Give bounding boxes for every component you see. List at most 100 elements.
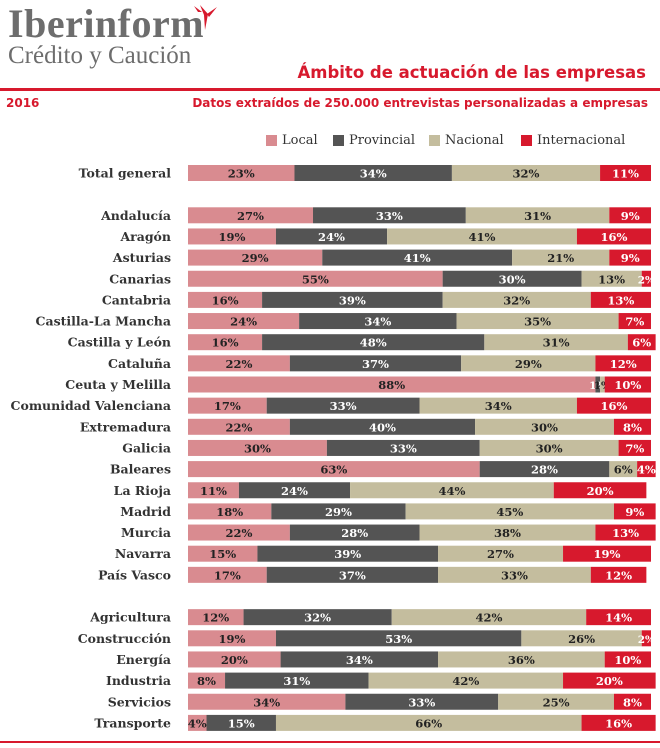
bar-cataluna-internacional [595,355,651,372]
value-label-canarias-nacional: 13% [598,272,625,286]
legend-swatch-provincial [333,135,344,146]
bar-extremadura-nacional [475,418,614,435]
bar-total-general-internacional [600,165,651,181]
value-label-castilla-y-leon-provincial: 48% [360,336,387,350]
value-label-castilla-la-mancha-internacional: 7% [625,315,644,329]
bar-cantabria-provincial [262,291,443,308]
bar-castilla-y-leon-provincial [262,334,485,351]
footer-rule [0,741,660,743]
bar-navarra-nacional [438,545,564,562]
bar-asturias-internacional [609,249,651,266]
value-label-aragon-internacional: 16% [600,230,627,244]
value-label-ceuta-y-melilla-internacional: 10% [614,378,641,392]
bar-extremadura-local [188,418,290,435]
bar-navarra-local [188,545,258,562]
bar-asturias-nacional [512,249,610,266]
bar-castilla-la-mancha-nacional [456,313,619,330]
value-label-canarias-internacional: 2% [638,274,655,286]
bar-madrid-internacional [613,503,656,520]
value-label-asturias-nacional: 21% [547,251,574,265]
value-label-cantabria-nacional: 32% [503,293,530,307]
bar-servicios-local [188,693,346,710]
value-label-servicios-provincial: 33% [408,695,435,709]
value-label-cataluna-provincial: 37% [362,357,389,371]
bar-aragon-local [188,228,276,245]
bar-agricultura-internacional [586,609,651,626]
bar-la-rioja-local [188,482,239,499]
value-label-murcia-nacional: 38% [494,526,521,540]
bar-transporte-internacional [581,714,656,731]
bar-murcia-provincial [289,524,420,541]
value-label-energia-nacional: 36% [508,653,535,667]
value-label-servicios-local: 34% [253,695,280,709]
value-label-castilla-la-mancha-local: 24% [230,315,257,329]
bar-servicios-provincial [345,693,499,710]
year-label: 2016 [6,96,40,110]
value-label-agricultura-nacional: 42% [475,611,502,625]
row-label-servicios: Servicios [108,694,171,709]
legend-item-nacional: Nacional [429,133,504,148]
bar-castilla-y-leon-local [188,334,263,351]
value-label-murcia-local: 22% [225,526,252,540]
row-label-total-general: Total general [79,166,172,181]
bar-pais-vasco-local [188,566,267,583]
value-label-navarra-nacional: 27% [487,547,514,561]
value-label-cataluna-internacional: 12% [610,357,637,371]
bar-total-general-local [188,165,295,181]
value-label-transporte-local: 4% [188,716,207,730]
value-label-industria-nacional: 42% [452,674,479,688]
value-label-construccion-local: 19% [219,632,246,646]
bar-canarias-internacional [641,270,651,287]
bar-extremadura-provincial [289,418,476,435]
row-label-agricultura: Agricultura [89,610,171,625]
bar-cantabria-internacional [590,291,651,308]
row-label-construccion: Construcción [78,631,171,646]
value-label-castilla-y-leon-nacional: 31% [543,336,570,350]
bar-andalucia-provincial [313,207,466,224]
bar-transporte-local [188,714,207,731]
row-label-asturias: Asturias [112,250,171,265]
bar-total-general-nacional [451,165,601,181]
value-label-cataluna-local: 22% [225,357,252,371]
legend-swatch-local [266,135,277,146]
bar-galicia-nacional [479,439,619,456]
bar-canarias-local [188,270,443,287]
value-label-aragon-local: 19% [219,230,246,244]
bar-energia-nacional [438,651,605,668]
value-label-asturias-local: 29% [242,251,269,265]
value-label-navarra-provincial: 39% [334,547,361,561]
value-label-total-general-local: 23% [228,167,255,181]
value-label-industria-internacional: 20% [596,674,623,688]
legend-item-provincial: Provincial [333,133,415,148]
row-label-andalucia: Andalucía [100,208,171,223]
value-label-la-rioja-nacional: 44% [438,484,465,498]
value-label-la-rioja-provincial: 24% [281,484,308,498]
brand-name: Iberinform [8,1,205,46]
row-label-extremadura: Extremadura [80,419,171,434]
brand-logo: Iberinform Crédito y Caución [8,2,204,69]
row-label-castilla-la-mancha: Castilla-La Mancha [36,314,171,329]
value-label-murcia-provincial: 28% [341,526,368,540]
value-label-industria-local: 8% [197,674,216,688]
bar-comunidad-valenciana-internacional [576,397,651,414]
bar-servicios-internacional [613,693,651,710]
row-label-ceuta-y-melilla: Ceuta y Melilla [65,377,171,392]
value-label-andalucia-local: 27% [237,209,264,223]
bar-cantabria-nacional [442,291,591,308]
bar-canarias-nacional [581,270,642,287]
value-label-transporte-provincial: 15% [228,716,255,730]
value-label-castilla-y-leon-local: 16% [212,336,239,350]
value-label-industria-provincial: 31% [283,674,310,688]
bar-andalucia-internacional [609,207,651,224]
value-label-agricultura-local: 12% [202,611,229,625]
value-label-aragon-provincial: 24% [318,230,345,244]
row-label-industria: Industria [106,673,171,688]
bar-baleares-provincial [479,461,610,478]
bar-madrid-nacional [405,503,614,520]
bar-servicios-nacional [498,693,614,710]
bar-agricultura-provincial [243,609,392,626]
bar-madrid-provincial [271,503,406,520]
bar-asturias-provincial [322,249,513,266]
bar-andalucia-nacional [465,207,610,224]
value-label-construccion-nacional: 26% [568,632,595,646]
